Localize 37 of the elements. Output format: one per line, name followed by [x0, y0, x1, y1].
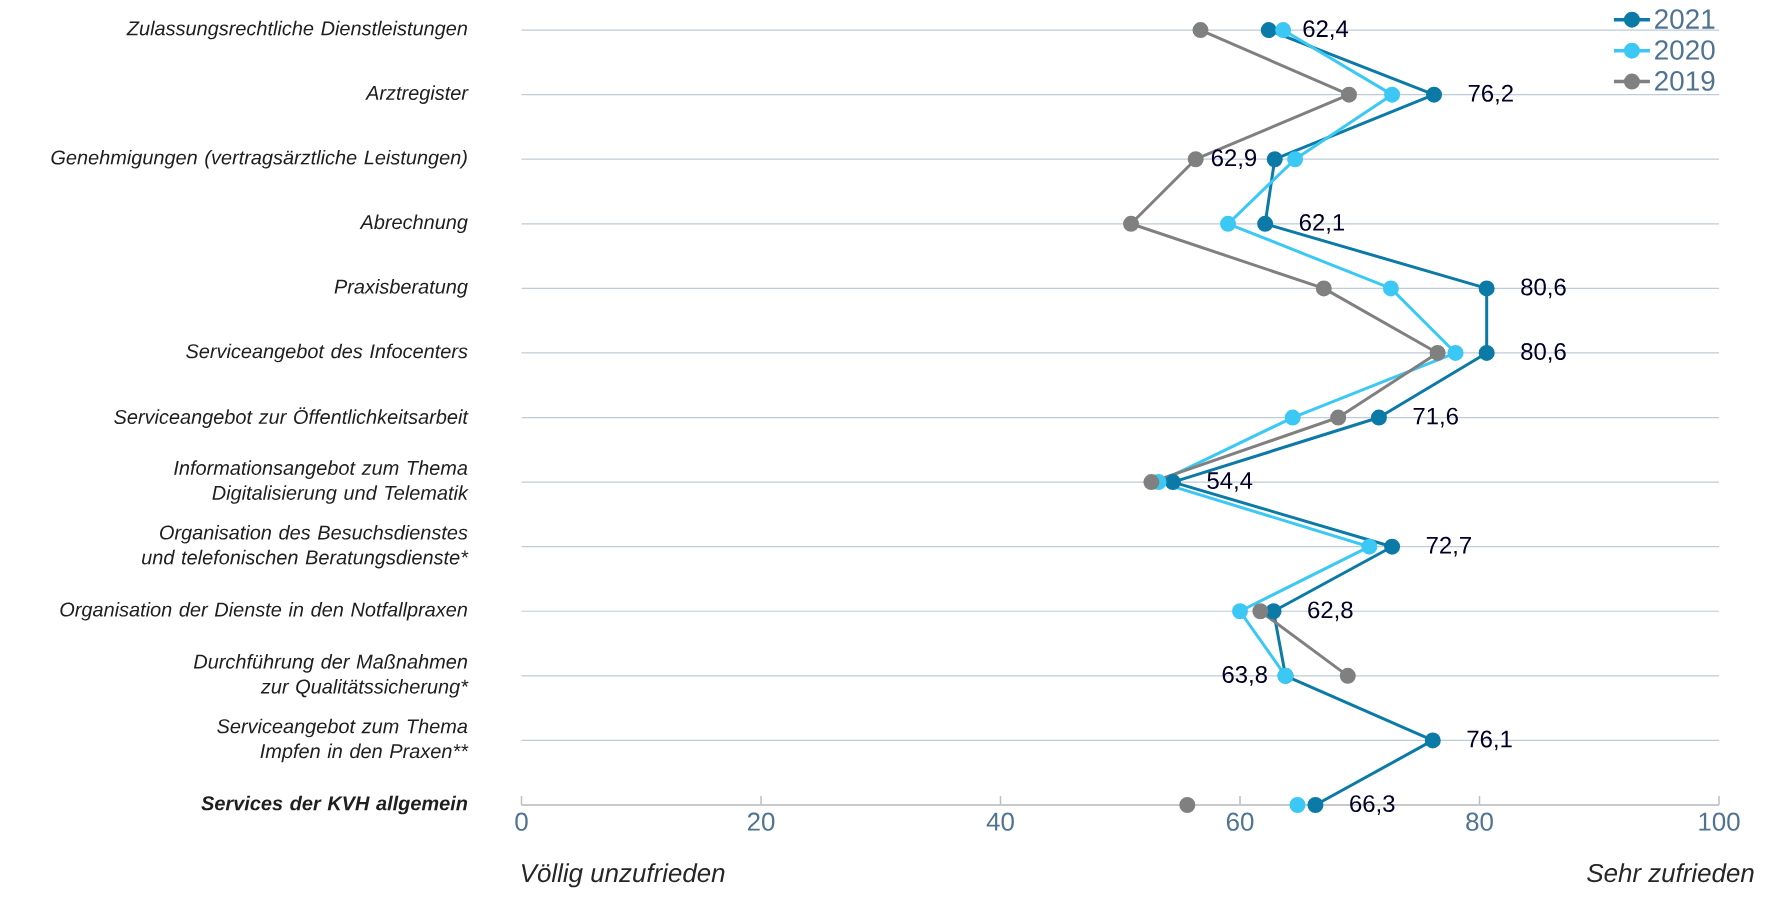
y-tick-label: Services der KVH allgemein [201, 795, 468, 815]
data-label: 80,6 [1521, 343, 1566, 363]
data-label: 76,1 [1467, 730, 1512, 751]
x-tick-label: 100 [1699, 812, 1740, 831]
x-tick-label: 20 [747, 812, 775, 831]
data-label: 54,4 [1207, 472, 1253, 492]
y-tick-label: Arztregister [365, 85, 469, 104]
y-tick-label: Durchführung der Maßnahmen zur Qualitätssicherung* [193, 654, 469, 698]
x-tick-label: 40 [986, 812, 1014, 831]
data-label: 72,7 [1426, 536, 1471, 557]
legend-label: 2020 [1655, 40, 1715, 60]
y-tick-label: Genehmigungen (vertragsärztliche Leistungen) [51, 149, 467, 169]
y-tick-label: Organisation der Dienste in den Notfallpraxen [60, 601, 467, 621]
y-tick-label: Zulassungsrechtliche Dienstleistungen [126, 20, 467, 40]
data-label: 62,4 [1303, 20, 1349, 40]
data-label: 66,3 [1350, 795, 1395, 815]
y-tick-label: Serviceangebot zum Thema Impfen in den Praxen** [217, 718, 469, 763]
y-tick-label: Organisation des Besuchsdienstes und telefonischen Beratungsdienste* [142, 524, 469, 569]
data-label: 80,6 [1521, 278, 1566, 299]
y-tick-label: Informationsangebot zum Thema Digitalisierung und Telematik [174, 460, 469, 504]
y-tick-label: Serviceangebot des Infocenters [186, 343, 468, 363]
legend-label: 2019 [1655, 71, 1715, 91]
x-tick-label: 60 [1226, 812, 1254, 831]
data-label: 63,8 [1222, 665, 1267, 686]
legend-label: 2021 [1655, 9, 1715, 29]
text: Sehr zufrieden [1587, 863, 1754, 883]
x-tick-label: 0 [515, 812, 528, 831]
data-label: 62,8 [1308, 601, 1353, 622]
data-label: 62,9 [1211, 149, 1257, 170]
y-tick-label: Serviceangebot zur Öffentlichkeitsarbeit [114, 407, 469, 428]
y-tick-label: Abrechnung [359, 214, 468, 234]
data-label: 71,6 [1413, 407, 1458, 428]
data-label: 76,2 [1468, 84, 1513, 105]
x-tick-label: 80 [1466, 812, 1493, 831]
y-tick-label: Praxisberatung [334, 279, 468, 298]
text: Völlig unzufrieden [521, 863, 725, 888]
data-label: 62,1 [1299, 213, 1345, 234]
